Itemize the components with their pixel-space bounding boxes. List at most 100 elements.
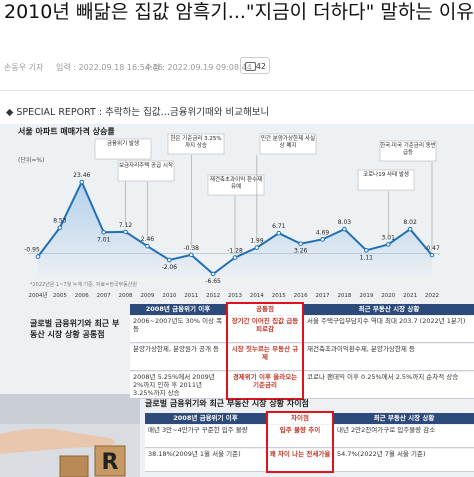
chart-note: *2022년은 1~7월 누계 기준, 자료=한국부동산원 (30, 281, 137, 288)
value-label: 3.01 (382, 234, 396, 241)
annotation-text: 보금자리주택 공급 시작 (118, 163, 174, 169)
point (320, 237, 325, 242)
x-tick-label: 2004년 (28, 291, 47, 299)
table-cell: 시장 짓누르는 부동산 규제 (226, 344, 304, 371)
chart: 서울 아파트 매매가격 상승률 (단위=%) *2022년은 1~7월 누계 기… (18, 126, 440, 299)
annotation-text: 코로나19 사태 발생 (363, 172, 409, 178)
svg-text:R: R (102, 450, 119, 475)
annotation-box (207, 174, 265, 196)
headline: 2010년 빼닮은 집값 암흑기..."지금이 더하다" 말하는 이유 (4, 1, 474, 23)
modified-date: 수정 : 2022.09.19 09:08:44 (145, 63, 252, 72)
annotation: 한은 기준금리 3.25%까지 상승 (170, 136, 221, 149)
point (298, 241, 303, 247)
x-tick-label: 2007 (97, 293, 111, 299)
table-cell: 54.7%(2022년 7월 서울 기준) (334, 449, 474, 472)
annotation-text: 한국·미국 기준금리 동반 급등 (380, 143, 436, 156)
comment-button[interactable]: 42 (240, 57, 270, 74)
unit-label: (단위=%) (18, 156, 44, 164)
value-label: -0.95 (24, 247, 40, 254)
point (342, 226, 347, 232)
table-cell: 서울 주택구입부담지수 역대 최대 203.7 (2022년 1분기) (304, 316, 474, 343)
annotation: 한국·미국 기준금리 동반 급등 (380, 143, 436, 156)
annotation-text: 금융위기 발생 (106, 141, 140, 147)
x-tick-label: 2014 (250, 293, 264, 299)
table-cell: 분양가상한제, 분양원가 공개 등 (130, 344, 226, 371)
highlight-box (226, 302, 304, 400)
x-tick-label: 2018 (337, 293, 351, 299)
annotation-box (379, 140, 437, 162)
value-label: -2.06 (162, 264, 178, 271)
x-tick-label: 2009 (140, 293, 154, 299)
value-label: 4.69 (316, 229, 330, 236)
value-label: 3.26 (294, 248, 308, 255)
table-header: 최근 부동산 시장 상황 (304, 304, 474, 315)
x-tick-label: 2015 (272, 293, 286, 299)
divider (0, 90, 474, 91)
chart-title: 서울 아파트 매매가격 상승률 (18, 126, 115, 136)
x-tick-label: 2010 (162, 293, 176, 299)
x-tick-label: 2008 (119, 293, 133, 299)
x-tick-label: 2022 (425, 293, 439, 299)
point (35, 254, 41, 259)
value-label: 8.02 (403, 219, 417, 226)
table-cell: 매년 3만~4만가구 꾸준한 입주 물량 (145, 425, 266, 448)
value-label: 1.11 (360, 254, 374, 261)
x-tick-label: 2013 (228, 293, 242, 299)
annotation: 금융위기 발생 (106, 141, 140, 147)
annotation: 민간 분양가상한제 사실상 폐지 (260, 136, 316, 149)
annotation-box (117, 160, 175, 182)
value-label: 23.46 (73, 172, 90, 179)
area (38, 182, 432, 276)
point (57, 225, 63, 230)
x-tick-label: 2006 (75, 293, 89, 299)
table-header: 공통점 (226, 304, 304, 315)
value-label: 7.01 (97, 236, 111, 243)
x-tick-label: 2019 (359, 293, 373, 299)
point (276, 230, 282, 236)
value-label: -0.38 (183, 245, 199, 252)
point (210, 271, 216, 277)
table-cell: 내년 2만2천여가구로 입주물량 감소 (334, 425, 474, 448)
point (407, 226, 413, 232)
table-header: 최근 부동산 시장 상황 (334, 413, 474, 424)
point (385, 242, 391, 247)
point (232, 255, 238, 260)
point (254, 245, 260, 250)
table-title: 글로벌 금융위기와 최근 부동산 시장 상황 차이점 (145, 399, 309, 408)
value-label: -0.47 (424, 245, 440, 252)
table-title: 글로벌 금융위기와 최근 부동산 시장 상황 공통점 (30, 319, 120, 339)
x-tick-label: 2016 (294, 293, 308, 299)
value-label: 1.99 (250, 238, 264, 245)
annotation: 재건축초과이익 환수제 유예 (210, 177, 262, 190)
point (167, 257, 172, 263)
x-tick-label: 2005 (53, 293, 67, 299)
annotation-box (94, 138, 152, 160)
x-tick-label: 2020 (381, 293, 395, 299)
table-header: 차이점 (266, 413, 334, 424)
value-label: -1.28 (227, 248, 243, 255)
table-cell: 코로나 팬데믹 이후 0.25%에서 2.5%까지 순차적 상승 (304, 372, 474, 399)
published-date: 입력 : 2022.09.18 16:54:46 (56, 63, 163, 72)
table-cell: 2006~2007년도 30% 이상 폭등 (130, 316, 226, 343)
table-cell: 장기간 이어진 집값 급등 피로감 (226, 316, 304, 343)
section-heading: ◆ SPECIAL REPORT : 추락하는 집값…금융위기때와 비교해보니 (6, 107, 270, 118)
value-label: 2.46 (141, 236, 155, 243)
point (79, 179, 85, 185)
value-label: -6.65 (205, 278, 221, 285)
value-label: 6.71 (272, 223, 286, 230)
point (188, 252, 194, 258)
author: 손동우 기자 (4, 63, 44, 72)
x-tick-label: 2017 (316, 293, 330, 299)
point (123, 229, 128, 235)
table-header: 2008년 금융위기 이후 (130, 304, 226, 315)
annotation-text: 민간 분양가상한제 사실상 폐지 (260, 136, 316, 149)
annotation: 보금자리주택 공급 시작 (118, 163, 174, 169)
point (101, 229, 106, 235)
value-label: 8.03 (338, 219, 352, 226)
point (364, 247, 369, 253)
annotation-box (259, 133, 317, 155)
x-tick-label: 2011 (184, 293, 198, 299)
point (145, 243, 150, 249)
x-tick-label: 2021 (403, 293, 417, 299)
